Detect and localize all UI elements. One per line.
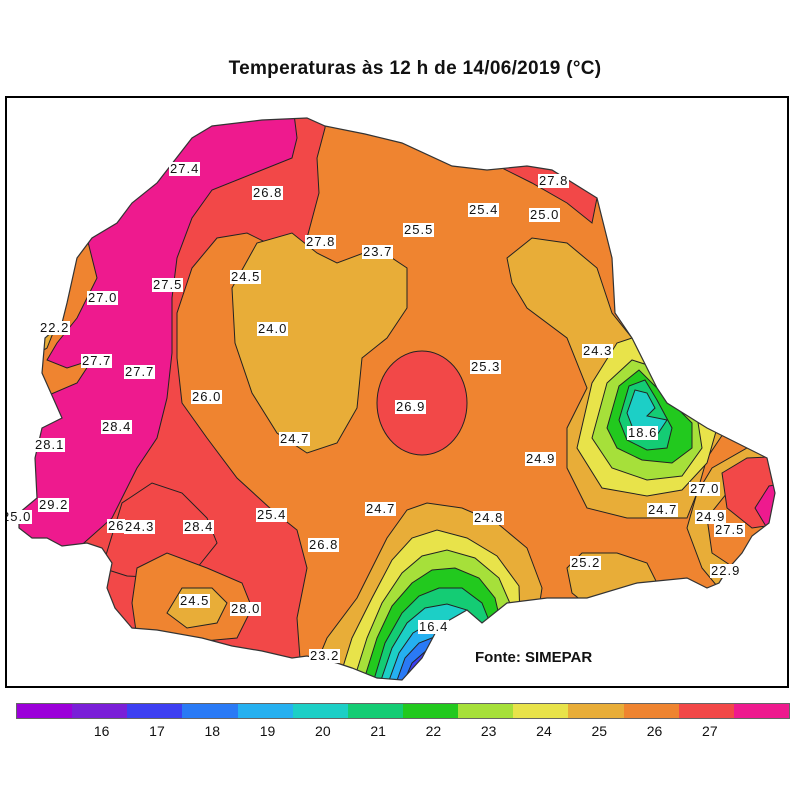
station-label: 27.5	[714, 522, 746, 537]
station-label: 27.7	[124, 364, 156, 379]
station-label: 28.0	[230, 601, 262, 616]
station-label: 26.0	[191, 389, 223, 404]
legend-swatch	[458, 704, 514, 718]
station-label: 22.2	[39, 320, 71, 335]
color-legend-ticks: 16 17 18 19 20 21 22 23 24 25 26 27	[16, 723, 790, 743]
station-label: 26.9	[395, 399, 427, 414]
station-label: 26.8	[252, 185, 284, 200]
station-label: 24.7	[279, 431, 311, 446]
station-label: 26	[107, 518, 126, 533]
map-frame: 27.4 26.8 27.8 23.7 25.5 25.4 25.0 27.8 …	[5, 96, 789, 688]
station-label: 27.0	[689, 481, 721, 496]
legend-tick-label: 18	[204, 723, 221, 739]
state-map	[18, 117, 776, 681]
station-label: 24.9	[525, 451, 557, 466]
station-label: 24.9	[695, 509, 727, 524]
legend-swatch	[733, 704, 789, 718]
legend-tick-label: 25	[591, 723, 608, 739]
station-label: 26.8	[308, 537, 340, 552]
station-label: 27.8	[305, 234, 337, 249]
source-credit: Fonte: SIMEPAR	[475, 649, 593, 666]
legend-swatch	[623, 704, 679, 718]
station-label: 24.5	[179, 593, 211, 608]
station-label: 24.7	[647, 502, 679, 517]
legend-tick-label: 23	[480, 723, 497, 739]
legend-swatch	[292, 704, 348, 718]
station-label: 25.5	[403, 222, 435, 237]
legend-tick-label: 26	[646, 723, 663, 739]
station-label: 24.0	[257, 321, 289, 336]
station-label: 27.0	[87, 290, 119, 305]
legend-swatch	[182, 704, 238, 718]
region-coast-magenta	[754, 482, 775, 529]
legend-tick-label: 21	[370, 723, 386, 739]
legend-swatch	[347, 704, 403, 718]
station-label: 25.4	[256, 507, 288, 522]
station-label: 23.2	[309, 648, 341, 663]
station-label: 25.4	[468, 202, 500, 217]
legend-tick-label: 24	[536, 723, 552, 739]
legend-swatch	[568, 704, 624, 718]
station-label: 27.8	[538, 173, 570, 188]
legend-swatch	[17, 704, 73, 718]
legend-swatch	[678, 704, 734, 718]
station-label: 24.8	[473, 510, 505, 525]
station-label: 28.4	[101, 419, 133, 434]
station-label: 25.2	[570, 555, 602, 570]
legend-tick-label: 22	[425, 723, 442, 739]
station-label: 24.5	[230, 269, 262, 284]
station-label: 29.2	[38, 497, 70, 512]
station-label: 18.6	[627, 425, 659, 440]
station-label: 24.3	[124, 519, 156, 534]
station-label: 27.5	[152, 277, 184, 292]
legend-swatch	[402, 704, 459, 718]
station-label: 22.9	[710, 563, 742, 578]
station-label: 25.3	[470, 359, 502, 374]
color-legend-bar	[16, 703, 790, 719]
station-label: 27.4	[169, 161, 201, 176]
station-label: 27.7	[81, 353, 113, 368]
legend-tick-label: 20	[315, 723, 331, 739]
legend-swatch	[72, 704, 128, 718]
station-label: 16.4	[418, 619, 450, 634]
station-label: 25.0	[7, 510, 33, 524]
legend-tick-label: 27	[702, 723, 718, 739]
legend-swatch	[127, 704, 183, 718]
station-label: 24.3	[582, 343, 614, 358]
map-title: Temperaturas às 12 h de 14/06/2019 (°C)	[228, 58, 602, 79]
legend-tick-label: 17	[149, 723, 165, 739]
station-label: 23.7	[362, 244, 394, 259]
legend-swatch	[237, 704, 293, 718]
station-label: 28.4	[183, 519, 215, 534]
station-label: 24.7	[365, 501, 397, 516]
station-label: 28.1	[34, 437, 66, 452]
station-label: 25.0	[529, 207, 561, 222]
legend-tick-label: 16	[93, 723, 110, 739]
legend-swatch	[513, 704, 569, 718]
legend-tick-label: 19	[259, 723, 276, 739]
